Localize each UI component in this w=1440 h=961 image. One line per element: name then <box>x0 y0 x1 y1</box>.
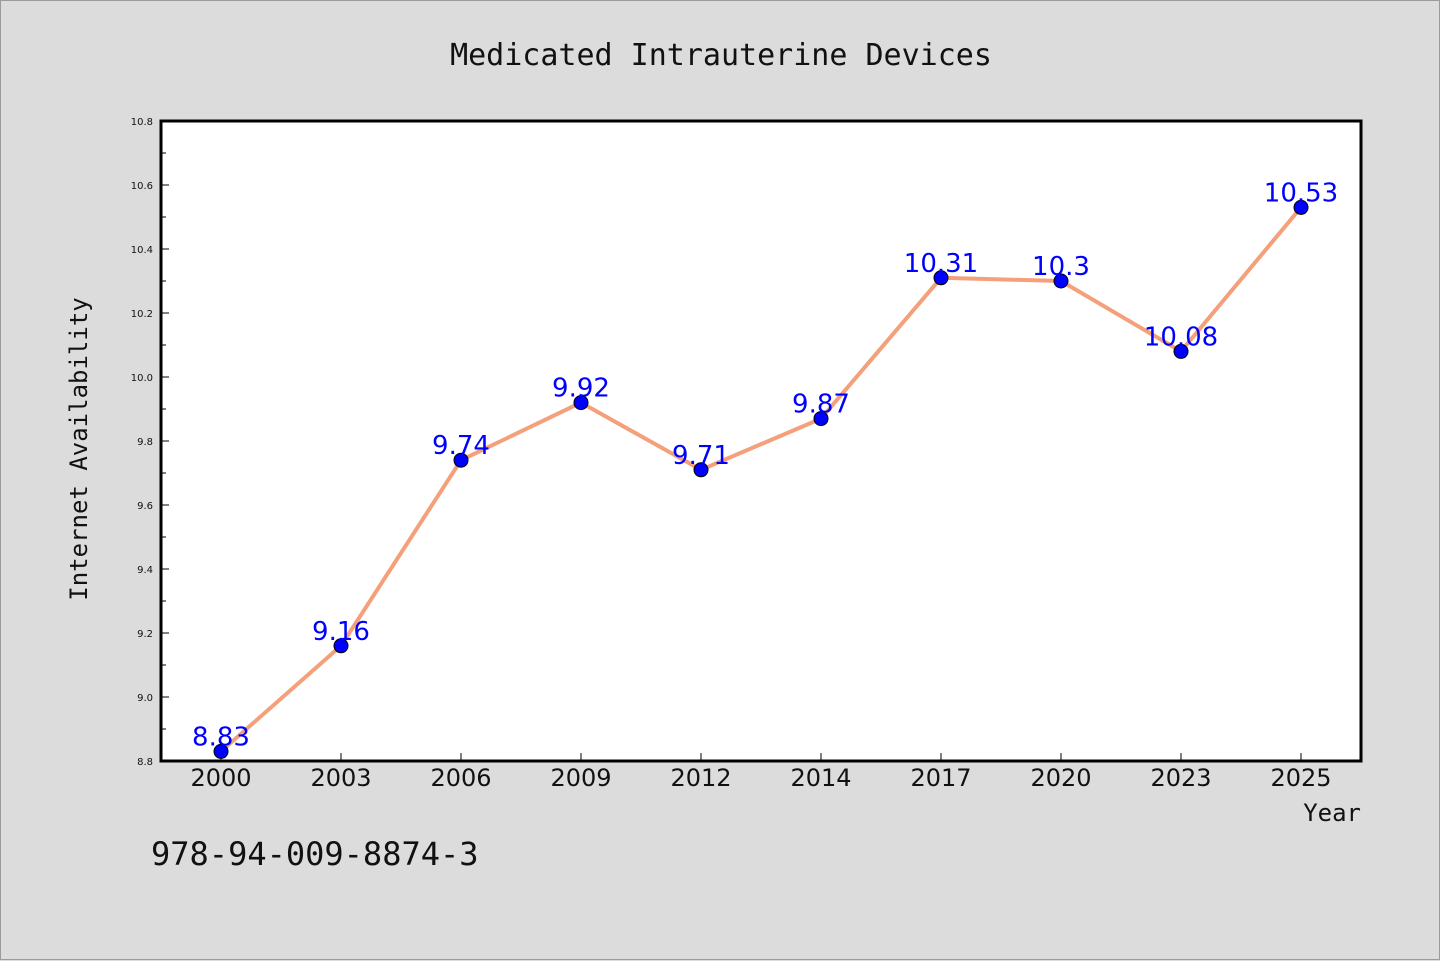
x-tick-label: 2012 <box>670 764 731 792</box>
x-tick-label: 2009 <box>550 764 611 792</box>
data-label: 9.16 <box>312 617 370 647</box>
y-tick-label: 9.6 <box>137 501 153 512</box>
y-tick-label: 9.4 <box>137 565 153 576</box>
data-label: 10.08 <box>1144 322 1218 352</box>
data-point <box>573 395 589 411</box>
x-tick-label: 2003 <box>310 764 371 792</box>
plot-area <box>161 121 1361 761</box>
data-point <box>813 411 829 427</box>
y-tick-label: 8.8 <box>137 757 153 768</box>
data-label: 9.92 <box>552 374 610 404</box>
x-tick-label: 2000 <box>190 764 251 792</box>
y-axis-label: Internet Availability <box>65 297 93 600</box>
data-point <box>333 638 349 654</box>
data-label: 10.31 <box>904 249 978 279</box>
data-label: 9.87 <box>792 390 850 420</box>
y-tick-label: 10.0 <box>131 373 153 384</box>
plot-frame <box>159 119 1363 763</box>
data-point <box>1173 343 1189 359</box>
x-axis-label: Year <box>1303 799 1361 827</box>
data-labels: 8.83 9.16 9.74 9.92 9.71 9.87 10.31 10.3 10.08 10… <box>192 178 1338 752</box>
data-label: 10.3 <box>1032 252 1090 282</box>
y-tick-label: 10.4 <box>131 245 153 256</box>
data-point <box>693 462 709 478</box>
x-tick-label: 2017 <box>910 764 971 792</box>
y-tick-label: 9.0 <box>137 693 153 704</box>
data-label: 10.53 <box>1264 178 1338 208</box>
data-points <box>213 199 1309 759</box>
x-tick-label: 2025 <box>1270 764 1331 792</box>
x-tick-label: 2006 <box>430 764 491 792</box>
data-label: 8.83 <box>192 722 250 752</box>
y-tick-label: 10.6 <box>131 181 153 192</box>
data-point <box>453 452 469 468</box>
x-tick-label: 2023 <box>1150 764 1211 792</box>
data-point <box>1293 199 1309 215</box>
series-line <box>219 206 1303 753</box>
y-tick-label: 9.8 <box>137 437 153 448</box>
chart-title: Medicated Intrauterine Devices <box>450 38 992 73</box>
y-tick-label: 9.2 <box>137 629 153 640</box>
y-tick-label: 10.2 <box>131 309 153 320</box>
x-tick-label: 2020 <box>1030 764 1091 792</box>
y-axis: 8.8 9.0 9.2 9.4 9.6 9.8 10.0 10.2 10.4 10.6 10.8 <box>131 117 169 768</box>
data-label: 9.74 <box>432 431 490 461</box>
y-tick-label: 10.8 <box>131 117 153 128</box>
isbn-footer: 978-94-009-8874-3 <box>151 835 479 873</box>
data-point <box>933 270 949 286</box>
x-axis: 2000 2003 2006 2009 2012 2014 2017 2020 2023 2025 <box>190 753 1332 792</box>
data-point <box>213 743 229 759</box>
x-tick-label: 2014 <box>790 764 851 792</box>
data-label: 9.71 <box>672 441 730 471</box>
data-point <box>1053 273 1069 289</box>
